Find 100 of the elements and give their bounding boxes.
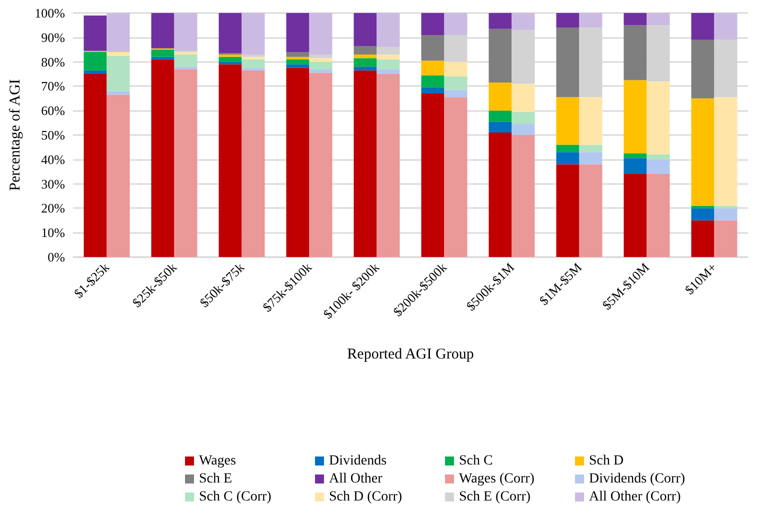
bar [421,94,444,257]
bar [242,68,265,70]
bar [714,13,738,40]
bar [444,62,468,76]
bar [376,74,400,257]
bar [354,54,377,58]
bar [84,15,107,51]
legend-label: Sch D (Corr) [329,490,402,504]
bar [174,69,198,257]
bar [556,144,580,152]
bar [579,97,602,145]
bar [286,64,310,68]
bar [691,40,714,98]
bar [556,152,580,164]
bar [421,13,444,35]
bar [714,97,738,206]
bar [309,62,332,70]
bar [646,13,670,26]
y-tick-label: 30% [41,176,66,192]
bar [376,47,400,54]
bar [714,208,738,220]
bar [242,54,265,57]
legend-label: All Other (Corr) [589,490,682,504]
y-tick-label: 20% [41,200,66,216]
bar [444,97,468,257]
bar [579,144,602,152]
bar [488,110,512,122]
bar [624,158,647,174]
bar [309,54,332,58]
bar [646,159,670,174]
y-axis-title: Percentage of AGI [8,79,24,191]
bar [421,75,444,88]
bar [646,154,670,160]
bar [218,56,242,62]
y-tick-label: 0% [48,250,66,264]
y-tick-label: 50% [41,128,66,142]
bar [444,90,468,98]
bar [376,69,400,74]
bar [286,13,310,52]
bar [286,52,310,57]
bar [579,152,602,164]
bar [579,164,602,257]
legend-label: Sch C (Corr) [199,490,272,504]
bar [488,13,512,29]
bar [556,28,580,98]
bar [106,56,130,92]
legend-label: Sch E (Corr) [459,490,531,504]
legend-label: Wages (Corr) [459,472,535,486]
bar [354,46,377,54]
legend-label: Sch C [459,454,493,468]
bar [286,68,310,257]
bar [556,13,580,28]
bar [242,59,265,68]
bar [354,58,377,67]
legend-label: Sch E [199,472,232,486]
bar [512,13,535,30]
y-tick-label: 40% [41,152,66,167]
bar [444,76,468,90]
bar [512,124,535,135]
legend-label: All Other [329,472,383,486]
bar [286,56,310,60]
bar [286,59,310,64]
bar [488,122,512,133]
legend-label: Dividends (Corr) [589,472,686,486]
bar [354,66,377,70]
bar [174,66,198,70]
bar [218,13,242,54]
bar [309,13,332,54]
bar [174,54,198,67]
bar [488,132,512,257]
bar [376,54,400,60]
bar [376,13,400,48]
bar [106,13,130,52]
bar [84,70,107,74]
bar [556,97,580,145]
bar [444,13,468,35]
bar [84,74,107,257]
bar [646,81,670,155]
bar [512,112,535,124]
bar [242,13,265,54]
x-axis-title: Reported AGI Group [347,346,474,362]
bar [309,72,332,257]
y-tick-label: 10% [41,225,66,240]
bar [242,70,265,257]
bar [309,69,332,73]
bar [376,59,400,70]
bar [421,87,444,94]
bar [624,174,647,257]
bar [691,220,714,257]
bar [84,52,107,70]
bar [488,82,512,111]
bar [624,13,647,26]
bar [151,13,174,48]
bar [106,94,130,257]
bar [354,70,377,257]
y-tick-label: 80% [41,54,66,70]
bar [691,208,714,220]
bar [151,59,174,257]
bar [421,34,444,61]
bar [218,64,242,257]
